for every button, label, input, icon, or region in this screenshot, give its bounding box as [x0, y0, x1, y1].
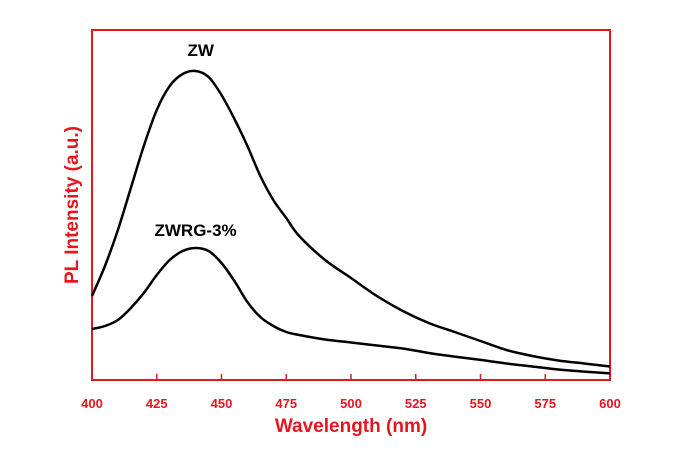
x-tick-label: 475 — [275, 396, 297, 411]
x-axis-ticks: 400 425 450 475 500 525 550 575 600 — [81, 374, 621, 411]
series-layer — [90, 69, 611, 375]
x-tick-label: 575 — [534, 396, 556, 411]
series-line-1 — [90, 69, 611, 368]
series-annotation-1: ZW — [188, 41, 215, 60]
x-axis-label: Wavelength (nm) — [275, 416, 427, 437]
x-tick-label: 425 — [146, 396, 168, 411]
series-annotation-2: ZWRG-3% — [155, 221, 237, 240]
series-line-2 — [91, 246, 611, 375]
x-tick-label: 400 — [81, 396, 103, 411]
x-tick-label: 525 — [405, 396, 427, 411]
x-tick-label: 600 — [599, 396, 621, 411]
x-tick-label: 450 — [211, 396, 233, 411]
x-tick-label: 500 — [340, 396, 362, 411]
annotation-layer: ZW ZWRG-3% — [155, 41, 237, 240]
plot-frame — [91, 29, 611, 381]
x-tick-label: 550 — [470, 396, 492, 411]
y-axis-label: PL Intensity (a.u.) — [62, 126, 83, 284]
